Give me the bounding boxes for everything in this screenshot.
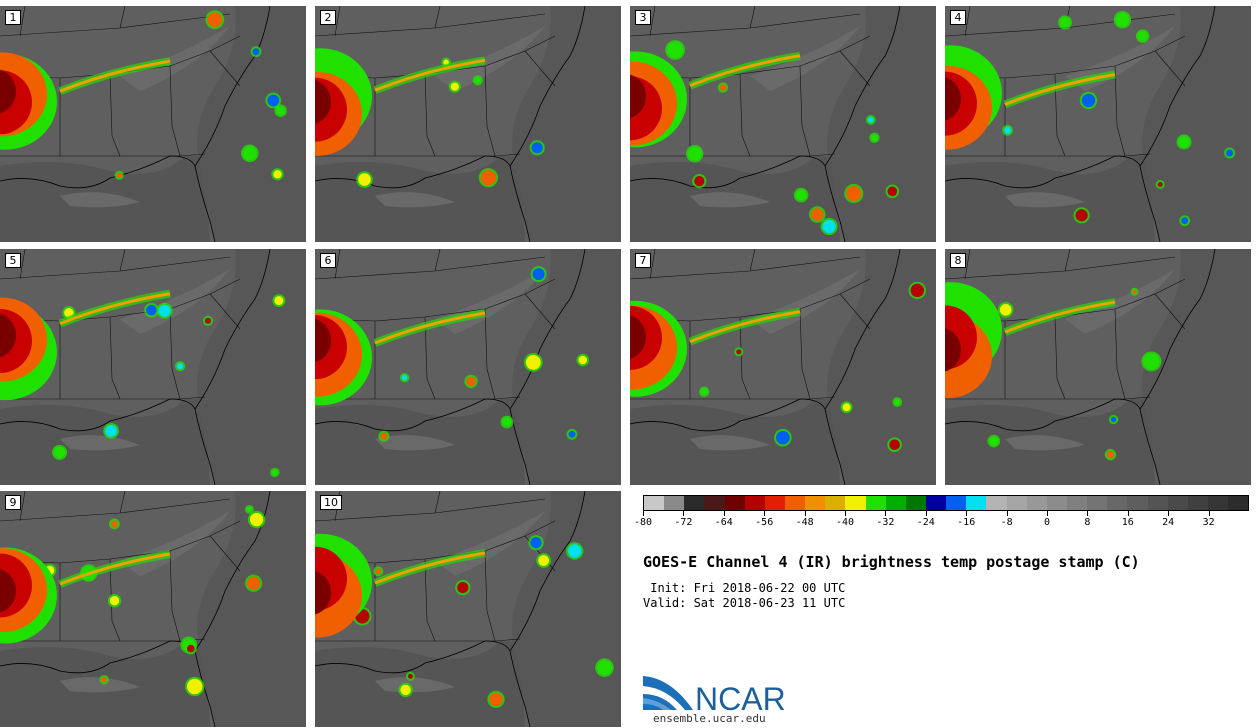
ncar-logo-text: NCAR — [695, 681, 786, 716]
stamp-label: 10 — [320, 495, 342, 510]
colorbar-swatch — [644, 496, 665, 510]
colorbar-tick-label: -48 — [795, 517, 814, 528]
colorbar-tick-label: 24 — [1162, 517, 1175, 528]
colorbar-swatch — [805, 496, 826, 510]
stamp-label: 7 — [635, 253, 651, 268]
colorbar-ticks: -80 -72 -64 -56 -48 -40 -32 -24 -16 -8 0 8 16 24 32 — [634, 511, 1249, 533]
plot-title: GOES-E Channel 4 (IR) brightness temp po… — [643, 553, 1140, 571]
colorbar-swatch — [1107, 496, 1128, 510]
init-time: Init: Fri 2018-06-22 00 UTC — [643, 581, 846, 595]
colorbar-tick-label: 8 — [1084, 517, 1091, 528]
colorbar-swatch — [764, 496, 785, 510]
colorbar-tick-label: -64 — [714, 517, 733, 528]
stamp-panel-1: 1 — [0, 6, 306, 242]
stamp-label: 5 — [5, 253, 21, 268]
stamp-panel-7: 7 — [630, 249, 936, 485]
colorbar-tick — [683, 511, 685, 516]
stamp-panel-9: 9 — [0, 491, 306, 727]
stamp-label: 9 — [5, 495, 21, 510]
colorbar-swatch — [865, 496, 886, 510]
site-url: ensemble.ucar.edu — [653, 712, 766, 725]
colorbar-swatch — [1187, 496, 1208, 510]
stamp-panel-4: 4 — [945, 6, 1251, 242]
stamp-label: 8 — [950, 253, 966, 268]
colorbar-tick-label: -40 — [835, 517, 855, 528]
colorbar-swatch — [1127, 496, 1148, 510]
colorbar-swatch — [845, 496, 866, 510]
stamp-panel-2: 2 — [315, 6, 621, 242]
colorbar-tick — [1047, 511, 1048, 516]
stamp-panel-8: 8 — [945, 249, 1251, 485]
stamp-panel-3: 3 — [630, 6, 936, 242]
colorbar-swatch — [1066, 496, 1088, 510]
colorbar-swatch — [1046, 496, 1067, 510]
colorbar-tick — [764, 511, 766, 516]
colorbar-tick — [1006, 511, 1008, 516]
colorbar-swatch — [1147, 496, 1168, 510]
colorbar-tick — [1127, 511, 1129, 516]
colorbar-swatch — [885, 496, 906, 510]
colorbar-swatch — [1207, 496, 1229, 510]
colorbar-tick — [1168, 511, 1170, 516]
colorbar-swatch — [986, 496, 1007, 510]
colorbar-tick — [804, 511, 806, 516]
colorbar-tick-label: -8 — [1000, 517, 1013, 528]
colorbar-tick-label: 32 — [1202, 517, 1215, 528]
colorbar-swatch — [1006, 496, 1027, 510]
stamp-panel-6: 6 — [315, 249, 621, 485]
colorbar-swatch — [905, 496, 926, 510]
stamp-label: 6 — [320, 253, 336, 268]
colorbar-tick — [1087, 511, 1089, 516]
stamp-label: 4 — [950, 10, 966, 25]
stamp-label: 2 — [320, 10, 336, 25]
ncar-logo: NCAR — [643, 672, 793, 717]
colorbar-tick-label: -32 — [876, 517, 895, 528]
colorbar-tick-label: -80 — [633, 517, 653, 528]
colorbar-tick — [643, 511, 644, 516]
valid-time: Valid: Sat 2018-06-23 11 UTC — [643, 596, 846, 610]
colorbar-tick — [1208, 511, 1210, 516]
colorbar-swatch — [1228, 496, 1249, 510]
colorbar-tick — [723, 511, 725, 516]
colorbar-swatch — [825, 496, 846, 510]
colorbar-swatch — [684, 496, 705, 510]
stamp-label: 3 — [635, 10, 651, 25]
colorbar-swatch — [704, 496, 725, 510]
colorbar-tick — [845, 511, 846, 516]
colorbar-tick — [925, 511, 927, 516]
stamp-label: 1 — [5, 10, 21, 25]
colorbar-swatch — [664, 496, 685, 510]
colorbar-swatch — [744, 496, 765, 510]
colorbar-swatch — [1026, 496, 1047, 510]
colorbar-swatch — [784, 496, 806, 510]
colorbar-tick-label: 0 — [1043, 517, 1051, 528]
colorbar-tick-label: -56 — [755, 517, 774, 528]
colorbar-swatch — [1087, 496, 1108, 510]
stamp-panel-10: 10 — [315, 491, 621, 727]
colorbar-swatch — [1167, 496, 1188, 510]
colorbar-tick — [885, 511, 887, 516]
colorbar-tick-label: -16 — [957, 517, 976, 528]
colorbar-swatch — [724, 496, 745, 510]
colorbar-tick-label: -24 — [916, 517, 935, 528]
colorbar-swatch — [946, 496, 967, 510]
colorbar-swatch — [966, 496, 987, 510]
colorbar-tick-label: 16 — [1121, 517, 1134, 528]
stamp-panel-5: 5 — [0, 249, 306, 485]
colorbar-swatch — [925, 496, 947, 510]
colorbar — [643, 495, 1249, 511]
colorbar-tick-label: -72 — [674, 517, 693, 528]
colorbar-tick — [966, 511, 968, 516]
